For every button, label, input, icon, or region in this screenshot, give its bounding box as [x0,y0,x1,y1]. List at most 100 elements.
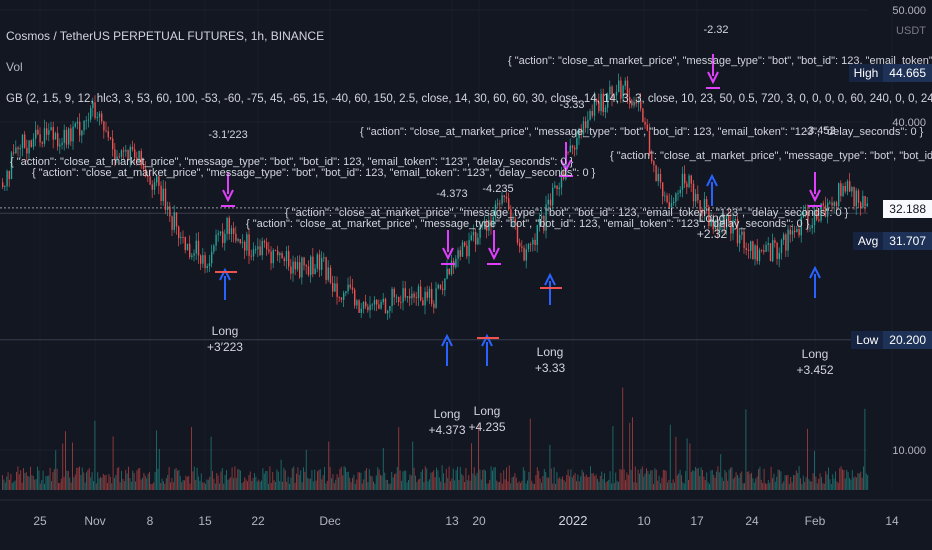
volume-bar [560,479,562,490]
candle-body [211,251,213,264]
symbol-title[interactable]: Cosmos / TetherUS PERPETUAL FUTURES, 1h,… [6,29,325,43]
volume-bar [808,479,810,490]
exit-arrow-icon [707,71,719,85]
volume-bar [504,479,506,490]
candle-body [195,240,197,254]
candle-body [367,306,369,311]
volume-bar [843,470,845,490]
volume-bar [595,474,597,490]
candle-body [754,245,756,260]
currency-label: USDT [896,25,926,37]
volume-bar [212,471,213,490]
candle-body [578,128,580,139]
candle-body [477,237,479,245]
volume-bar [192,471,194,490]
volume-bar [538,470,540,490]
volume-bar [574,472,576,490]
volume-bar [860,471,862,490]
candle-body [765,244,767,252]
volume-bar [812,473,814,490]
volume-bar [604,473,605,490]
volume-bar [695,467,696,490]
candle-body [85,120,87,122]
volume-bar [777,469,779,490]
volume-bar [615,472,617,490]
candle-body [741,231,743,235]
volume-indicator-label[interactable]: Vol [6,60,23,74]
volume-bar [553,467,555,490]
volume-bar [167,475,169,490]
volume-bar [448,466,450,490]
volume-bar [724,469,726,490]
volume-bar [718,472,720,490]
volume-bar [90,477,92,490]
volume-bar [109,476,111,490]
candle-body [714,219,717,230]
avg-label: Avg [852,232,884,250]
volume-bar [513,476,514,490]
candle-body [701,209,703,213]
volume-bar [805,477,807,490]
time-tick-label: 10 [637,514,651,528]
candle-body [448,268,450,275]
candle-body [395,296,398,298]
candle-body [329,267,332,283]
candle-body [512,219,514,220]
volume-bar [45,476,47,490]
volume-bar [326,480,328,490]
candle-body [336,283,338,297]
candle-body [541,216,543,219]
candle-body [466,245,468,257]
candle-body [497,203,499,205]
candle-body [831,202,833,206]
volume-bar [716,471,717,490]
strategy-indicator-label[interactable]: GB (2, 1.5, 9, 12, hlc3, 3, 53, 60, 100,… [6,93,932,105]
candle-body [699,200,701,210]
volume-bar [419,478,421,490]
volume-bar [300,470,302,490]
volume-bar [662,469,664,490]
candle-body [26,147,28,154]
volume-bar [391,472,393,490]
volume-bar [157,468,159,490]
volume-bar [434,477,436,490]
candle-body [433,303,435,308]
candle-body [400,302,402,303]
candle-body [19,148,21,150]
volume-bar [458,480,460,490]
long-arrow-icon [706,173,718,187]
volume-bar [121,471,122,490]
time-tick-label: 25 [33,514,47,528]
volume-bar [13,481,15,490]
volume-bar [626,472,628,490]
volume-bar [643,476,645,490]
alert-message-text: { "action": "close_at_market_price", "me… [508,55,932,67]
volume-bar [430,472,432,490]
candle-body [208,263,211,267]
volume-bar [30,466,31,490]
volume-bar [37,466,38,490]
volume-bar [385,479,387,490]
volume-bar [856,477,857,490]
volume-bar [52,472,54,490]
volume-bar [804,481,806,490]
candle-body [162,188,164,201]
volume-bar [126,473,128,490]
volume-bar [654,468,656,490]
candle-body [94,102,96,119]
volume-bar [262,468,264,490]
volume-bar [294,482,296,490]
candle-body [299,262,301,278]
alert-message-text: { "action": "close_at_market_price", "me… [32,167,596,179]
volume-bar [248,475,250,490]
volume-bar [629,422,631,490]
long-arrow-icon [809,265,821,279]
candle-body [178,226,180,239]
volume-bar [95,483,97,490]
volume-bar [601,471,603,490]
volume-bar [349,477,351,490]
volume-bar [482,470,484,490]
volume-bar [555,484,556,490]
volume-bar [863,466,864,490]
